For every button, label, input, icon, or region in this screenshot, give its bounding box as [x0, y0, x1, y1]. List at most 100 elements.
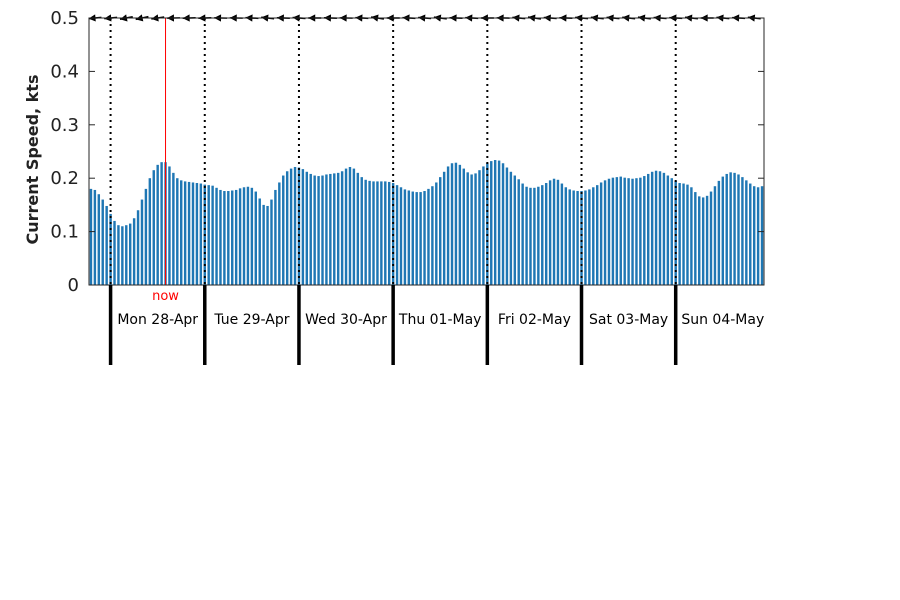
bar [450, 163, 454, 285]
bar [725, 173, 728, 285]
bar [454, 162, 458, 285]
bar [144, 188, 148, 285]
bar [564, 187, 568, 285]
bar [541, 185, 544, 285]
bar [207, 185, 210, 285]
bar [497, 160, 501, 285]
bar [533, 187, 536, 285]
y-tick-label: 0.5 [50, 8, 79, 29]
bar [729, 172, 732, 285]
day-label: Mon 28-Apr [117, 312, 198, 328]
bar [623, 177, 626, 285]
bar [140, 199, 144, 285]
bar [313, 175, 316, 285]
now-label: now [152, 289, 179, 304]
bar [136, 210, 140, 285]
bar [309, 173, 312, 285]
bar [285, 171, 289, 285]
bar [317, 176, 320, 285]
bar [423, 191, 426, 285]
bar [176, 178, 179, 285]
bar [560, 183, 564, 285]
bar [223, 191, 226, 285]
bar [607, 178, 611, 285]
bar [705, 195, 709, 285]
bar [360, 177, 363, 285]
now-marker: now [152, 18, 179, 304]
bar [403, 189, 407, 285]
bar [525, 186, 528, 285]
bar [148, 178, 152, 285]
bar [733, 172, 736, 285]
bar [643, 176, 646, 285]
bar [384, 181, 387, 285]
bar [388, 181, 391, 285]
bar [156, 164, 159, 285]
bar [517, 179, 520, 285]
bar [231, 190, 234, 285]
bar [419, 192, 422, 285]
day-label: Sun 04-May [681, 312, 764, 328]
bar [674, 180, 677, 285]
bar [180, 180, 183, 285]
bar [509, 171, 513, 285]
y-tick-label: 0 [68, 275, 79, 296]
bar [250, 187, 254, 285]
bar [568, 189, 571, 285]
bar [596, 185, 599, 285]
bar [125, 225, 128, 285]
y-axis-label: Current Speed, kts [23, 75, 42, 245]
bar [713, 186, 717, 285]
bar [745, 180, 748, 285]
bar [262, 204, 265, 285]
bar [395, 185, 399, 285]
bar [505, 167, 509, 285]
bar [462, 168, 465, 285]
bar [599, 182, 603, 285]
bar [282, 175, 285, 285]
bar [658, 171, 662, 285]
bar [513, 175, 517, 285]
bar [631, 178, 634, 285]
bar [297, 167, 301, 285]
bar [686, 184, 689, 285]
bar [584, 190, 587, 285]
day-label: Fri 02-May [498, 312, 571, 328]
bar [654, 170, 658, 285]
bar [682, 183, 685, 285]
day-label: Sat 03-May [589, 312, 668, 328]
bar [603, 180, 607, 285]
bar [544, 183, 548, 285]
bar [325, 174, 328, 285]
bar [305, 171, 309, 285]
bar [576, 191, 579, 285]
bar [529, 187, 532, 285]
bar [486, 163, 489, 285]
bar [666, 175, 670, 285]
bar [721, 176, 725, 285]
bar [709, 191, 713, 285]
bar [195, 183, 199, 285]
bar [580, 191, 583, 285]
bar [364, 179, 367, 285]
bar [274, 189, 277, 285]
bar [662, 172, 666, 285]
bar [254, 191, 257, 285]
y-tick-label: 0.3 [50, 115, 79, 136]
bar [493, 160, 497, 285]
bar [411, 191, 414, 285]
bar [749, 183, 752, 285]
bar-series [89, 160, 764, 285]
bar [333, 173, 336, 285]
bar [187, 181, 191, 285]
bar [399, 187, 403, 285]
bar [407, 190, 411, 285]
bar [329, 173, 332, 285]
bar [470, 174, 473, 285]
bar [615, 177, 619, 285]
bar [113, 220, 116, 285]
bar [694, 192, 697, 285]
bar [344, 168, 348, 285]
bar [701, 197, 705, 285]
y-tick-label: 0.2 [50, 168, 79, 189]
